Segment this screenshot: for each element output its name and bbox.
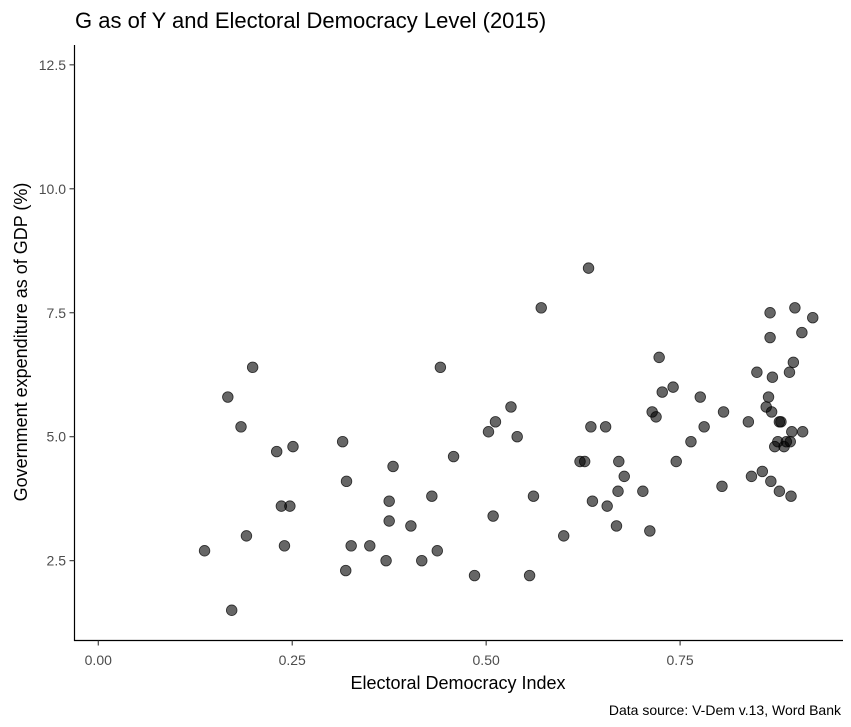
data-point [468,569,481,582]
data-point [535,302,547,314]
data-point [599,421,612,433]
data-point [656,386,668,398]
data-point [785,490,797,502]
data-point [434,361,447,373]
chart-title: G as of Y and Electoral Democracy Level … [75,8,546,33]
data-point [198,545,211,557]
data-point [340,475,353,488]
y-axis-ticks: 2.5 5.0 7.5 10.0 12.5 [39,57,75,569]
x-tick-label: 0.00 [85,652,112,668]
data-point [716,480,728,492]
data-point [610,520,623,532]
data-point [270,445,283,458]
data-point [717,406,730,418]
data-point [416,554,428,567]
data-point [278,540,291,552]
data-point [246,361,259,373]
data-point [586,495,599,507]
data-point [756,465,769,478]
data-point [487,510,499,522]
x-tick-label: 0.75 [666,652,693,668]
data-point [383,495,395,507]
x-tick-label: 0.50 [473,652,500,668]
data-point [226,604,238,616]
data-point [796,326,808,339]
data-point [766,371,779,383]
data-point [612,485,624,497]
data-point [489,416,502,428]
x-tick-label: 0.25 [279,652,306,668]
data-point [773,485,786,497]
data-point [585,421,597,433]
data-point [527,490,540,502]
data-point [637,485,649,497]
data-point [765,406,778,418]
data-point [340,564,352,577]
data-point [698,421,710,433]
data-point [787,356,800,369]
data-point [807,312,819,324]
data-point [650,411,662,423]
data-point [287,440,299,453]
data-point [405,520,417,532]
data-point [558,530,570,542]
data-point [667,381,679,393]
data-point [505,401,517,413]
y-tick-label: 7.5 [47,305,67,321]
y-tick-label: 10.0 [39,181,66,197]
data-point [762,391,775,403]
data-point [751,366,763,378]
data-point [694,391,706,403]
data-point [387,460,399,473]
data-point [523,569,536,582]
x-axis-ticks: 0.00 0.25 0.50 0.75 [85,640,694,668]
data-point [447,450,460,463]
data-point [653,351,665,364]
y-tick-label: 5.0 [47,429,67,445]
data-points [198,262,819,616]
data-point [742,416,755,428]
data-point [482,426,495,438]
data-point [383,515,395,527]
data-point [336,435,349,448]
chart-caption: Data source: V-Dem v.13, Word Bank [609,702,842,718]
data-point [364,540,376,552]
data-point [345,540,357,552]
data-point [431,545,443,557]
data-point [784,435,796,448]
data-point [764,307,776,319]
y-tick-label: 2.5 [47,553,67,569]
data-point [582,262,595,274]
data-point [644,525,656,537]
data-point [796,426,809,438]
data-point [789,302,801,314]
data-point [764,331,776,344]
data-point [670,455,682,468]
data-point [426,490,438,502]
data-point [775,416,787,428]
data-point [222,391,234,403]
data-point [240,530,253,542]
y-axis-title: Government expenditure as of GDP (%) [11,183,31,502]
data-point [380,554,392,567]
data-point [511,431,523,443]
data-point [745,470,758,483]
x-axis-title: Electoral Democracy Index [350,673,565,693]
y-tick-label: 12.5 [39,57,66,73]
data-point [613,455,625,468]
data-point [783,366,796,378]
data-point [284,500,296,512]
data-point [685,435,697,448]
data-point [578,455,591,468]
plot-area: 0.00 0.25 0.50 0.75 2.5 5.0 7.5 10.0 12.5 [39,45,843,668]
data-point [765,475,777,488]
data-point [235,421,247,433]
data-point [601,500,613,512]
data-point [786,426,798,438]
data-point [618,470,630,483]
